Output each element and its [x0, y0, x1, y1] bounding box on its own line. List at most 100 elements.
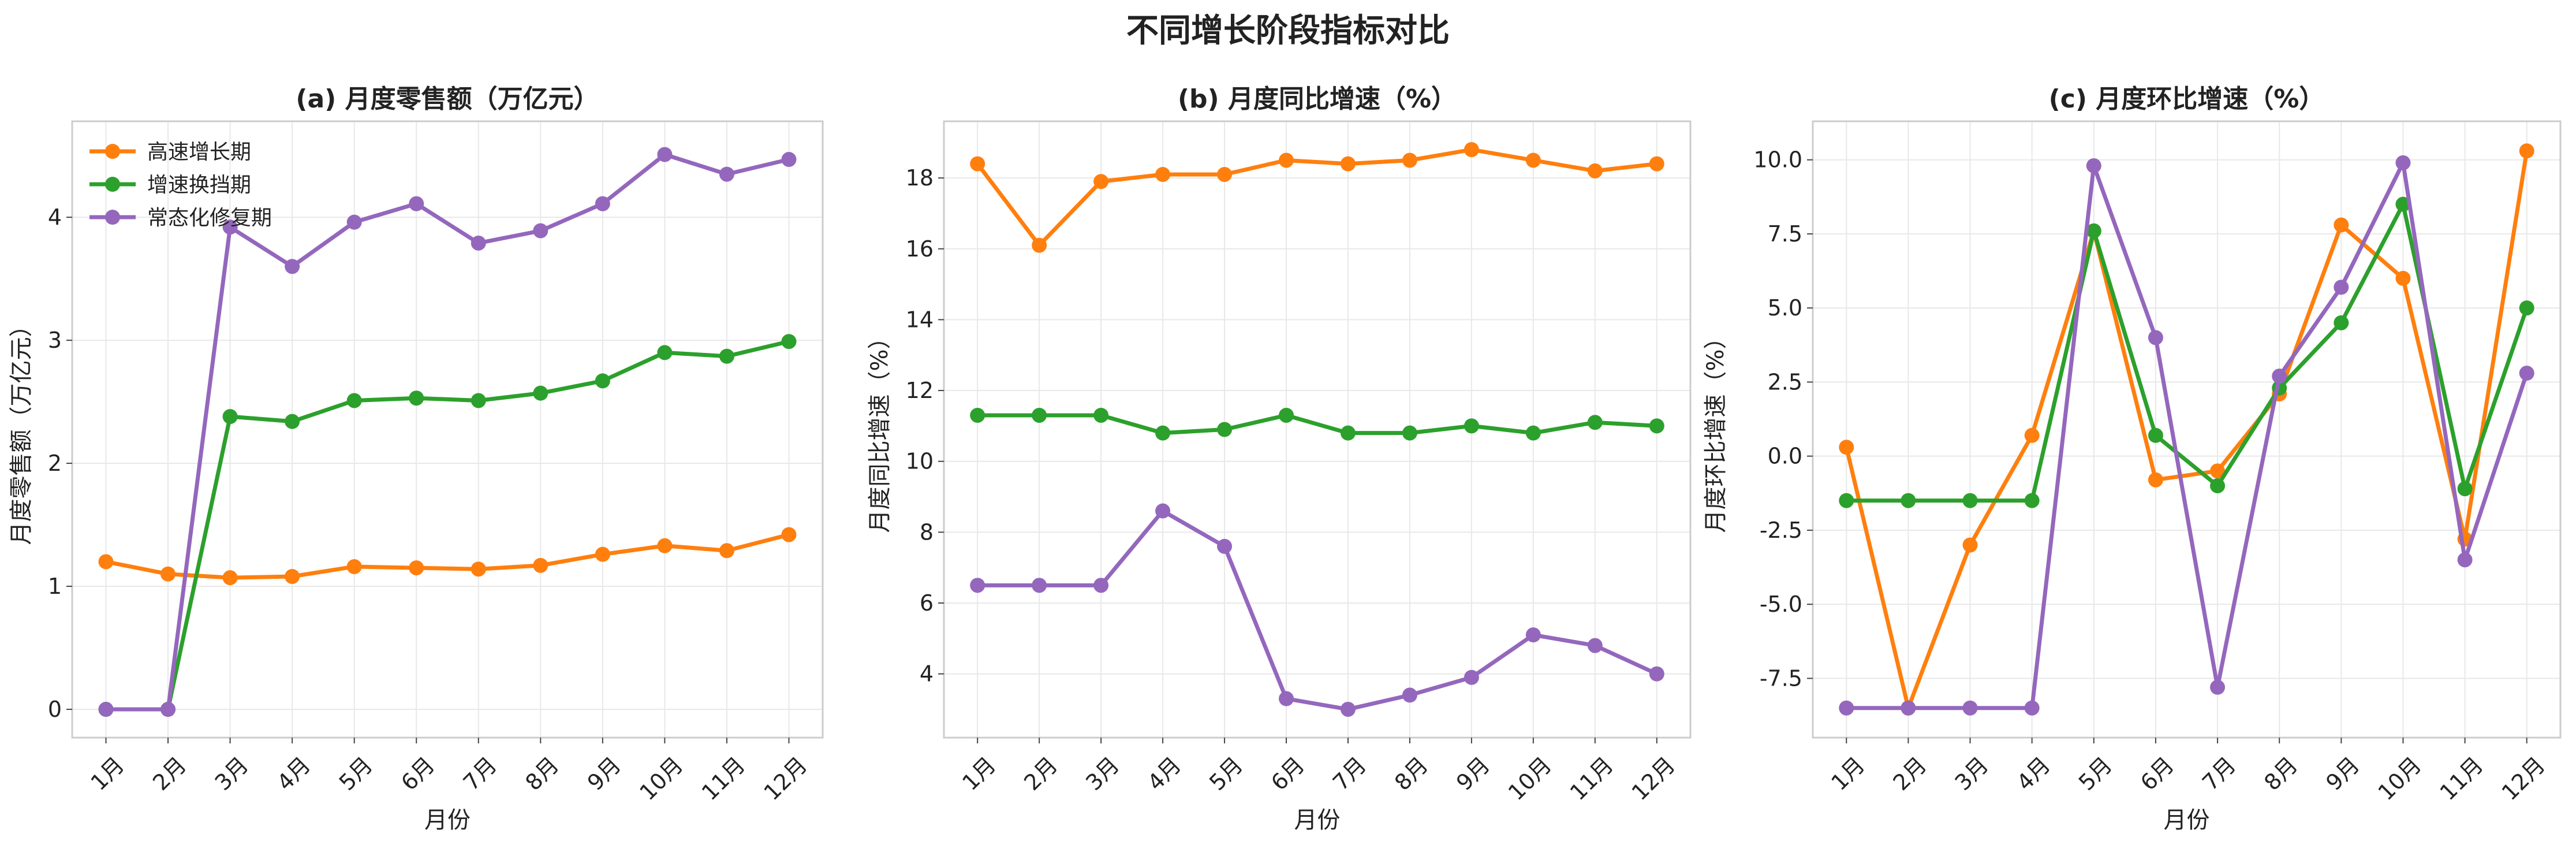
data-point — [160, 566, 176, 582]
y-tick-label: 2.5 — [1768, 369, 1802, 395]
x-tick-label: 11月 — [2435, 752, 2488, 805]
data-point — [346, 559, 362, 574]
y-axis-label: 月度同比增速（%） — [867, 326, 893, 533]
data-point — [1340, 425, 1356, 441]
data-point — [533, 385, 548, 401]
x-tick-label: 3月 — [210, 752, 253, 795]
y-axis-label: 月度零售额（万亿元） — [8, 314, 35, 545]
y-tick-label: 8 — [920, 519, 934, 545]
data-point — [1587, 415, 1603, 430]
x-tick-label: 12月 — [759, 752, 812, 805]
series-line — [105, 533, 790, 580]
data-point — [2334, 315, 2349, 330]
data-point — [1032, 407, 1047, 423]
x-tick-label: 8月 — [1390, 752, 1433, 795]
data-point — [471, 561, 486, 577]
data-point — [1464, 142, 1479, 158]
x-tick-label: 11月 — [1565, 752, 1618, 805]
x-tick-label: 12月 — [1627, 752, 1680, 805]
data-point — [1093, 578, 1109, 593]
y-tick-label: 6 — [920, 590, 934, 616]
y-tick-label: 5.0 — [1768, 295, 1802, 321]
y-tick-label: 12 — [906, 378, 934, 403]
data-point — [2457, 481, 2473, 497]
series-2 — [1839, 155, 2534, 716]
x-tick-label: 3月 — [1950, 752, 1993, 795]
legend-label: 常态化修复期 — [147, 206, 272, 230]
data-point — [1901, 700, 1916, 716]
series-0 — [98, 527, 797, 586]
data-point — [1217, 538, 1233, 554]
series-line — [976, 147, 1657, 248]
data-point — [2395, 155, 2411, 170]
y-tick-label: 3 — [48, 328, 62, 353]
data-point — [222, 219, 238, 235]
series-line — [1846, 202, 2529, 503]
x-tick-label: 5月 — [334, 752, 378, 795]
data-point — [1217, 422, 1233, 437]
data-point — [719, 543, 734, 559]
data-point — [1839, 493, 1854, 508]
series-line — [1846, 161, 2529, 710]
x-tick-label: 2月 — [148, 752, 191, 795]
x-tick-label: 1月 — [86, 752, 129, 795]
plot-frame — [943, 120, 1692, 739]
series-2 — [970, 503, 1664, 717]
x-tick-label: 7月 — [2197, 752, 2241, 795]
data-point — [2210, 679, 2226, 695]
series-line — [977, 413, 1657, 436]
data-point — [595, 373, 610, 389]
data-point — [1962, 493, 1978, 508]
data-point — [1901, 493, 1916, 508]
data-point — [2395, 270, 2411, 286]
panel-title: (a) 月度零售额（万亿元） — [296, 84, 599, 114]
data-point — [346, 214, 362, 230]
figure-title: 不同增长阶段指标对比 — [1126, 12, 1450, 50]
x-tick-label: 10月 — [1503, 752, 1556, 805]
x-tick-label: 7月 — [458, 752, 502, 795]
panel-title: (b) 月度同比增速（%） — [1178, 84, 1457, 114]
data-point — [1649, 418, 1664, 434]
x-tick-label: 6月 — [2136, 752, 2179, 795]
panel-title: (c) 月度环比增速（%） — [2049, 84, 2325, 114]
data-point — [1464, 669, 1479, 685]
data-point — [1155, 503, 1171, 519]
data-point — [1962, 537, 1978, 553]
plot-frame — [1812, 120, 2562, 739]
data-point — [1279, 407, 1294, 423]
legend-marker — [105, 210, 120, 225]
y-tick-label: -5.0 — [1760, 591, 1802, 617]
y-tick-label: 10 — [906, 449, 934, 474]
x-tick-label: 9月 — [583, 752, 626, 795]
y-tick-label: 2 — [48, 451, 62, 476]
data-point — [533, 557, 548, 573]
data-point — [2210, 478, 2226, 493]
y-tick-label: 10.0 — [1753, 147, 1802, 173]
data-point — [1649, 156, 1664, 172]
series-0 — [1839, 143, 2534, 716]
data-point — [2272, 369, 2287, 384]
legend-marker — [105, 144, 120, 159]
x-tick-label: 4月 — [272, 752, 315, 795]
data-point — [1340, 156, 1356, 172]
x-tick-label: 7月 — [1328, 752, 1371, 795]
panel-a-monthly-retail-sales: 0 1 2 3 4 1月 2月 3月 4月 5月 6月 7月 8月 9月 10月 11月 12月 (a) 月度零售… — [8, 84, 824, 834]
data-point — [1155, 425, 1171, 441]
data-point — [471, 393, 486, 408]
y-tick-label: -2.5 — [1760, 518, 1802, 543]
x-tick-label: 11月 — [697, 752, 750, 805]
data-point — [1032, 237, 1047, 253]
x-tick-label: 6月 — [396, 752, 439, 795]
x-tick-label: 4月 — [2012, 752, 2055, 795]
x-tick-label: 2月 — [1019, 752, 1062, 795]
data-point — [719, 166, 734, 182]
data-point — [2024, 427, 2040, 443]
y-tick-label: 1 — [48, 574, 62, 599]
series-1 — [970, 407, 1664, 441]
data-point — [346, 393, 362, 408]
x-tick-label: 4月 — [1143, 752, 1186, 795]
data-point — [1217, 166, 1233, 182]
data-point — [657, 538, 673, 553]
